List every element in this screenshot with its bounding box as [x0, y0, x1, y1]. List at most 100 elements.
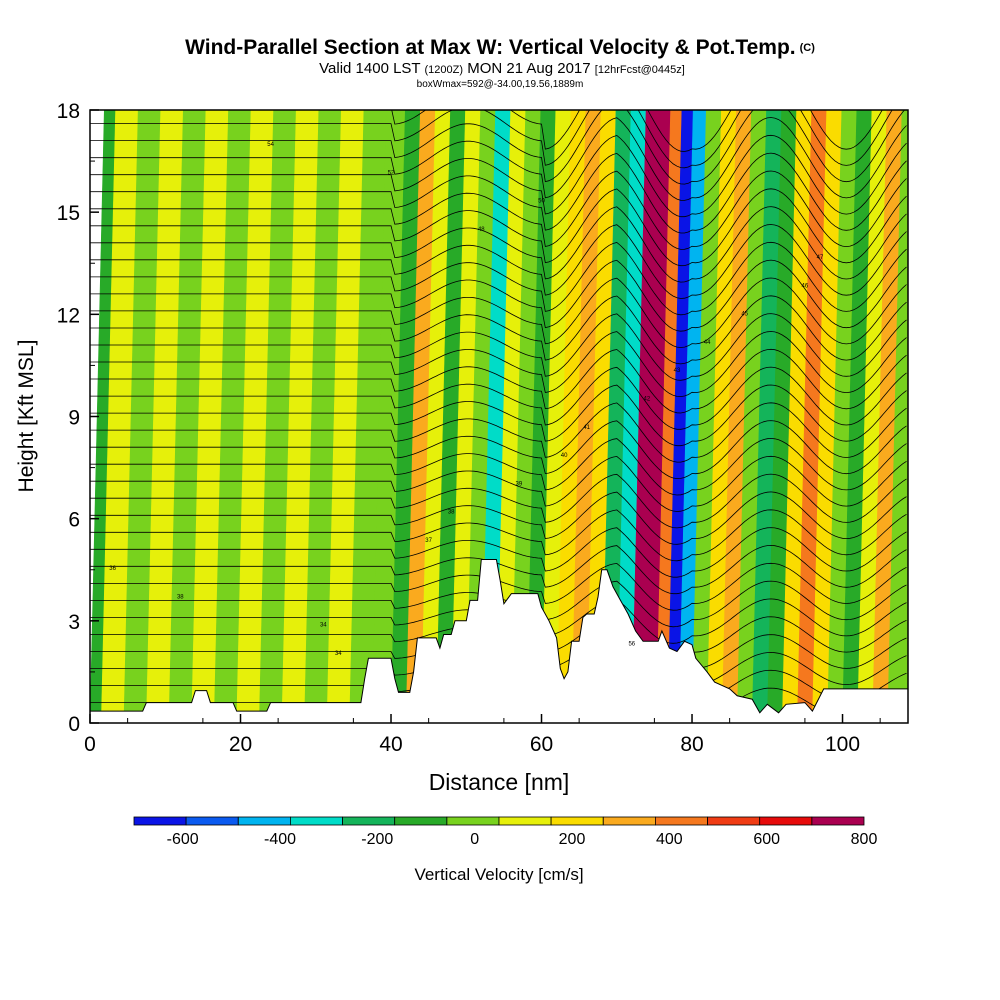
theta-label: 44 — [704, 340, 711, 346]
x-axis-label: Distance [nm] — [429, 769, 570, 795]
velocity-cell — [100, 110, 139, 723]
theta-isoline — [90, 420, 907, 480]
theta-label: 52 — [388, 170, 395, 176]
colorbar-swatch — [498, 816, 552, 826]
x-tick-label: 0 — [84, 733, 96, 756]
colorbar-swatch — [707, 816, 761, 826]
velocity-cell — [146, 110, 184, 723]
theta-isoline — [90, 366, 907, 430]
colorbar-swatch — [185, 816, 239, 826]
velocity-cell — [631, 110, 660, 723]
theta-label: 47 — [817, 255, 824, 261]
velocity-cell — [168, 110, 207, 723]
theta-isoline — [90, 402, 907, 463]
box-info: boxWmax=592@-34.00,19.56,1889m — [416, 79, 584, 90]
velocity-cell — [236, 110, 274, 723]
velocity-cell — [435, 110, 466, 723]
theta-isoline — [90, 152, 907, 234]
colorbar-swatch — [811, 816, 865, 826]
theta-label: 34 — [335, 651, 342, 657]
theta-isoline — [90, 110, 893, 169]
velocity-cell — [326, 110, 365, 723]
x-tick-label: 60 — [530, 733, 553, 756]
velocity-cell — [349, 110, 387, 723]
colorbar-swatch — [759, 816, 813, 826]
colorbar-tick-label: 800 — [851, 831, 878, 848]
velocity-cell — [304, 110, 342, 723]
theta-label: 50 — [538, 199, 545, 205]
velocity-cell — [390, 110, 421, 723]
theta-isoline — [90, 188, 907, 267]
y-tick-label: 0 — [68, 713, 80, 736]
y-tick-label: 15 — [57, 202, 80, 225]
velocity-cell — [691, 110, 722, 723]
y-tick-label: 9 — [68, 407, 80, 430]
velocity-cell — [857, 110, 888, 723]
theta-isoline — [90, 224, 907, 299]
subtitle-date: MON 21 Aug 2017 — [467, 60, 591, 77]
velocity-cell — [90, 110, 116, 723]
x-tick-label: 20 — [229, 733, 252, 756]
colorbar-tick-label: 600 — [753, 831, 780, 848]
colorbar-tick-label: -200 — [361, 831, 393, 848]
colorbar-swatch — [342, 816, 396, 826]
theta-isoline — [90, 259, 907, 332]
velocity-cell — [420, 110, 451, 723]
colorbar-swatch — [446, 816, 500, 826]
velocity-cell — [887, 110, 908, 723]
theta-isoline — [90, 509, 907, 562]
theta-label: 46 — [802, 283, 809, 289]
theta-label: 42 — [644, 397, 651, 403]
velocity-cell — [751, 110, 782, 723]
velocity-cell — [797, 110, 828, 723]
theta-label: 39 — [516, 481, 523, 487]
theta-label: 45 — [741, 312, 748, 318]
x-tick-label: 40 — [379, 733, 402, 756]
y-axis-label: Height [Kft MSL] — [15, 340, 38, 493]
theta-isoline — [90, 527, 907, 578]
chart-title: Wind-Parallel Section at Max W: Vertical… — [185, 36, 796, 59]
theta-label: 40 — [561, 453, 568, 459]
velocity-cell — [736, 110, 767, 723]
velocity-cell — [465, 110, 496, 723]
theta-label: 38 — [177, 594, 184, 600]
velocity-cell — [496, 110, 527, 723]
theta-isoline — [90, 206, 907, 283]
colorbar-tick-label: -600 — [167, 831, 199, 848]
colorbar-tick-label: 400 — [656, 831, 683, 848]
pot-temp-labels: 34 34 38 36 37 38 39 40 41 42 43 44 45 46 47 48 50 52 54 56 — [109, 142, 824, 657]
theta-label: 41 — [583, 425, 590, 431]
theta-isoline — [90, 241, 907, 316]
theta-isoline — [90, 295, 907, 365]
velocity-cell — [281, 110, 320, 723]
theta-isoline — [90, 134, 907, 218]
velocity-cell — [191, 110, 229, 723]
terrain-mask — [89, 559, 909, 724]
velocity-cell — [371, 110, 406, 723]
theta-isoline — [90, 170, 907, 250]
theta-isoline — [90, 384, 907, 447]
velocity-cell — [842, 110, 873, 723]
theta-label: 48 — [478, 227, 485, 233]
theta-label: 36 — [109, 566, 116, 572]
y-axis: 0 3 6 9 12 15 18 — [57, 100, 99, 736]
theta-isoline — [90, 491, 907, 545]
theta-isoline — [90, 348, 907, 414]
theta-label: 38 — [448, 510, 455, 516]
y-tick-label: 3 — [68, 611, 80, 634]
subtitle-utc: (1200Z) — [424, 64, 464, 76]
colorbar-swatch — [602, 816, 656, 826]
colorbar-swatch — [289, 816, 343, 826]
theta-isoline — [90, 277, 907, 348]
theta-label: 54 — [267, 142, 274, 148]
colorbar-tick-label: 200 — [559, 831, 586, 848]
colorbar-swatch — [394, 816, 448, 826]
x-tick-label: 80 — [680, 733, 703, 756]
theta-label: 56 — [628, 642, 635, 648]
theta-isoline — [90, 437, 907, 496]
x-tick-label: 100 — [825, 733, 860, 756]
chart-subtitle: Valid 1400 LST (1200Z) MON 21 Aug 2017 [… — [4, 60, 1000, 79]
velocity-cell — [601, 110, 632, 723]
theta-isoline — [90, 331, 907, 398]
